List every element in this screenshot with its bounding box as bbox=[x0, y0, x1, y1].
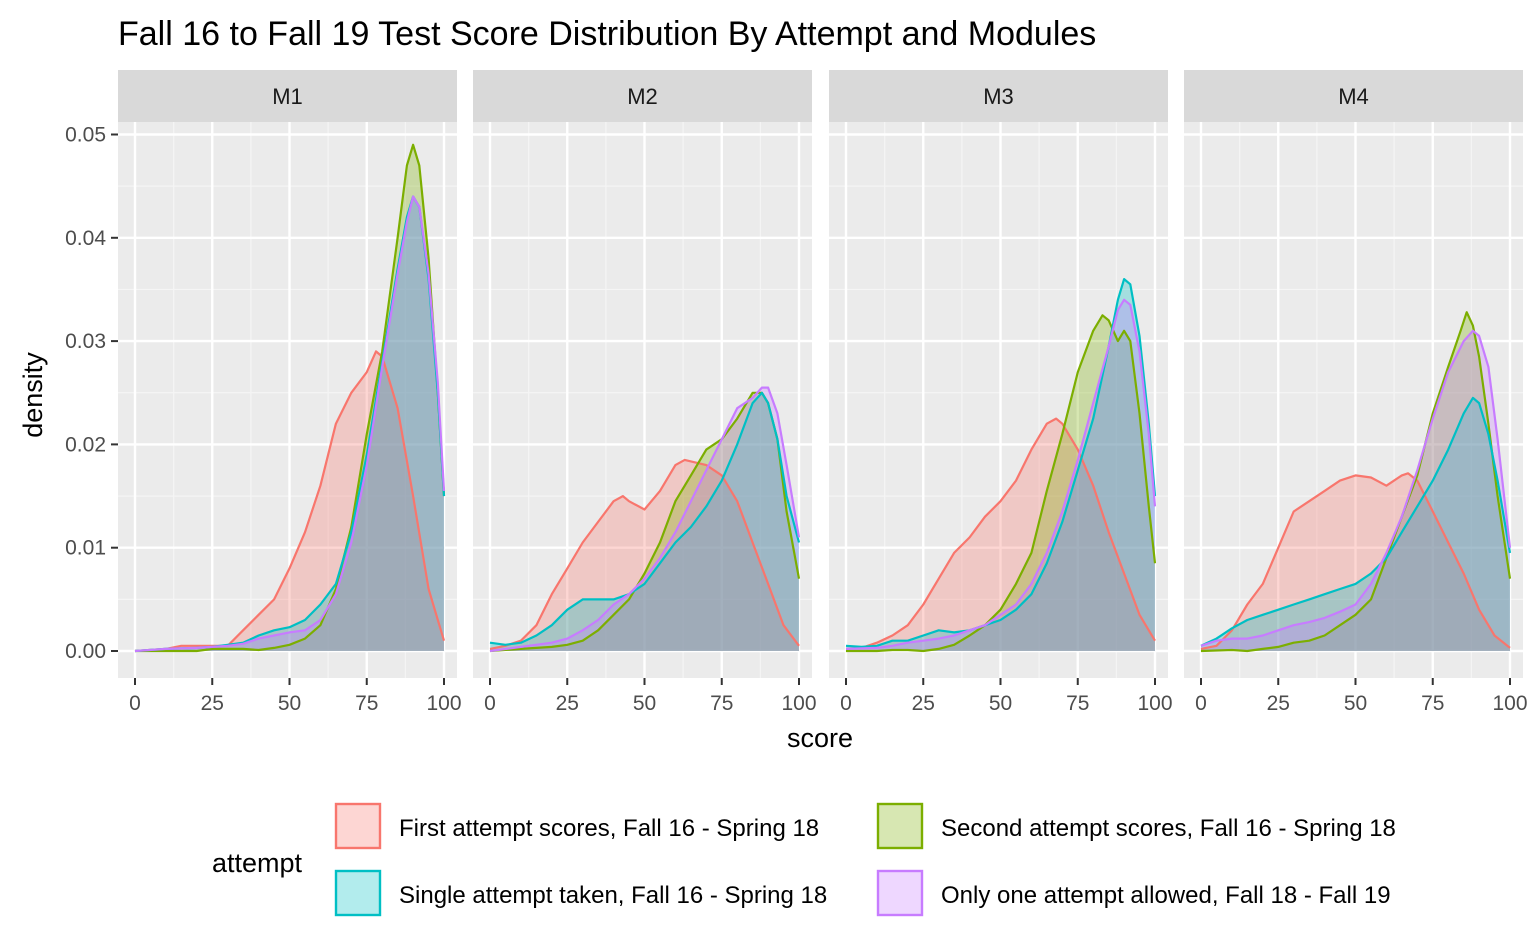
legend-key bbox=[334, 869, 382, 917]
legend-key bbox=[876, 869, 924, 917]
y-tick-label: 0.05 bbox=[65, 124, 106, 147]
x-tick-label: 50 bbox=[989, 692, 1012, 715]
density-area bbox=[490, 392, 799, 651]
density-line bbox=[845, 298, 1157, 650]
density-line bbox=[845, 417, 1156, 650]
x-tick-label: 100 bbox=[1492, 692, 1527, 715]
density-line bbox=[134, 195, 446, 653]
legend-key bbox=[334, 802, 382, 850]
legend-item: Only one attempt allowed, Fall 18 - Fall… bbox=[876, 869, 1391, 917]
x-tick-label: 50 bbox=[1344, 692, 1367, 715]
chart-title: Fall 16 to Fall 19 Test Score Distributi… bbox=[118, 15, 1096, 53]
density-area bbox=[1201, 312, 1510, 651]
legend-key-background bbox=[877, 803, 923, 849]
x-tick-label: 75 bbox=[355, 692, 378, 715]
x-tick-label: 0 bbox=[840, 692, 852, 715]
x-tick-label: 0 bbox=[129, 692, 141, 715]
legend-label: Second attempt scores, Fall 16 - Spring … bbox=[941, 815, 1396, 842]
density-line bbox=[846, 314, 1157, 653]
facet-panel-m4: M4 bbox=[1184, 70, 1523, 678]
density-line bbox=[489, 386, 801, 653]
y-axis-title: density bbox=[18, 352, 48, 438]
density-area bbox=[1201, 330, 1510, 651]
density-area bbox=[846, 299, 1155, 651]
legend-key-background bbox=[335, 870, 381, 916]
strip-label: M2 bbox=[627, 84, 658, 109]
density-line bbox=[489, 458, 800, 650]
legend: attempt First attempt scores, Fall 16 - … bbox=[212, 802, 1396, 917]
density-area bbox=[490, 459, 799, 651]
facet-panel-m2: M2 bbox=[473, 70, 812, 678]
strip-label: M4 bbox=[1338, 84, 1369, 109]
legend-item: Second attempt scores, Fall 16 - Spring … bbox=[876, 802, 1396, 850]
density-line bbox=[1200, 329, 1512, 647]
y-tick-label: 0.00 bbox=[65, 640, 106, 663]
density-area bbox=[490, 387, 799, 651]
x-tick-label: 100 bbox=[781, 692, 816, 715]
density-area bbox=[846, 315, 1155, 651]
strip-background bbox=[118, 70, 457, 122]
density-area bbox=[846, 279, 1155, 651]
strip-background bbox=[829, 70, 1168, 122]
density-line bbox=[1200, 472, 1511, 650]
legend-item: Single attempt taken, Fall 16 - Spring 1… bbox=[334, 869, 827, 917]
facet-panel-m3: M3 bbox=[829, 70, 1168, 678]
legend-item: First attempt scores, Fall 16 - Spring 1… bbox=[334, 802, 819, 850]
x-tick-label: 75 bbox=[1066, 692, 1089, 715]
density-area bbox=[135, 351, 444, 651]
facet-panel-m1: M1 bbox=[118, 70, 457, 678]
strip-background bbox=[1184, 70, 1523, 122]
x-tick-label: 100 bbox=[426, 692, 461, 715]
density-area bbox=[135, 144, 444, 652]
density-area bbox=[1201, 473, 1510, 651]
x-axes: 0 25 50 75 100 0 25 50 75 100 0 25 50 75 100 0 25 50 75 100 bbox=[129, 678, 1528, 715]
y-tick-label: 0.02 bbox=[65, 433, 106, 456]
legend-label: First attempt scores, Fall 16 - Spring 1… bbox=[399, 815, 819, 842]
density-area bbox=[490, 392, 799, 651]
density-area bbox=[1201, 397, 1510, 651]
legend-label: Only one attempt allowed, Fall 18 - Fall… bbox=[941, 882, 1391, 909]
density-area bbox=[135, 196, 444, 651]
density-line bbox=[1200, 396, 1512, 647]
x-tick-label: 75 bbox=[710, 692, 733, 715]
x-tick-label: 25 bbox=[1267, 692, 1290, 715]
y-tick-label: 0.04 bbox=[65, 227, 106, 250]
strip-background bbox=[473, 70, 812, 122]
y-tick-label: 0.03 bbox=[65, 330, 106, 353]
density-line bbox=[489, 391, 801, 646]
x-tick-label: 25 bbox=[912, 692, 935, 715]
x-tick-label: 50 bbox=[278, 692, 301, 715]
legend-title: attempt bbox=[212, 848, 303, 878]
panel-background bbox=[829, 122, 1168, 678]
x-tick-label: 75 bbox=[1421, 692, 1444, 715]
density-line bbox=[845, 278, 1157, 649]
x-tick-label: 0 bbox=[484, 692, 496, 715]
legend-key-background bbox=[877, 870, 923, 916]
x-tick-label: 25 bbox=[201, 692, 224, 715]
density-area bbox=[135, 196, 444, 651]
x-tick-label: 100 bbox=[1137, 692, 1172, 715]
y-axis: 0.00 0.01 0.02 0.03 0.04 0.05 bbox=[65, 124, 118, 663]
legend-label: Single attempt taken, Fall 16 - Spring 1… bbox=[399, 882, 827, 909]
x-axis-title: score bbox=[787, 723, 853, 753]
facet-panels: M1 M2 M3 M4 bbox=[118, 70, 1523, 678]
density-area bbox=[846, 418, 1155, 651]
y-tick-label: 0.01 bbox=[65, 537, 106, 560]
x-tick-label: 50 bbox=[633, 692, 656, 715]
x-tick-label: 25 bbox=[556, 692, 579, 715]
legend-key bbox=[876, 802, 924, 850]
legend-key-background bbox=[335, 803, 381, 849]
strip-label: M3 bbox=[983, 84, 1014, 109]
x-tick-label: 0 bbox=[1195, 692, 1207, 715]
strip-label: M1 bbox=[272, 84, 303, 109]
